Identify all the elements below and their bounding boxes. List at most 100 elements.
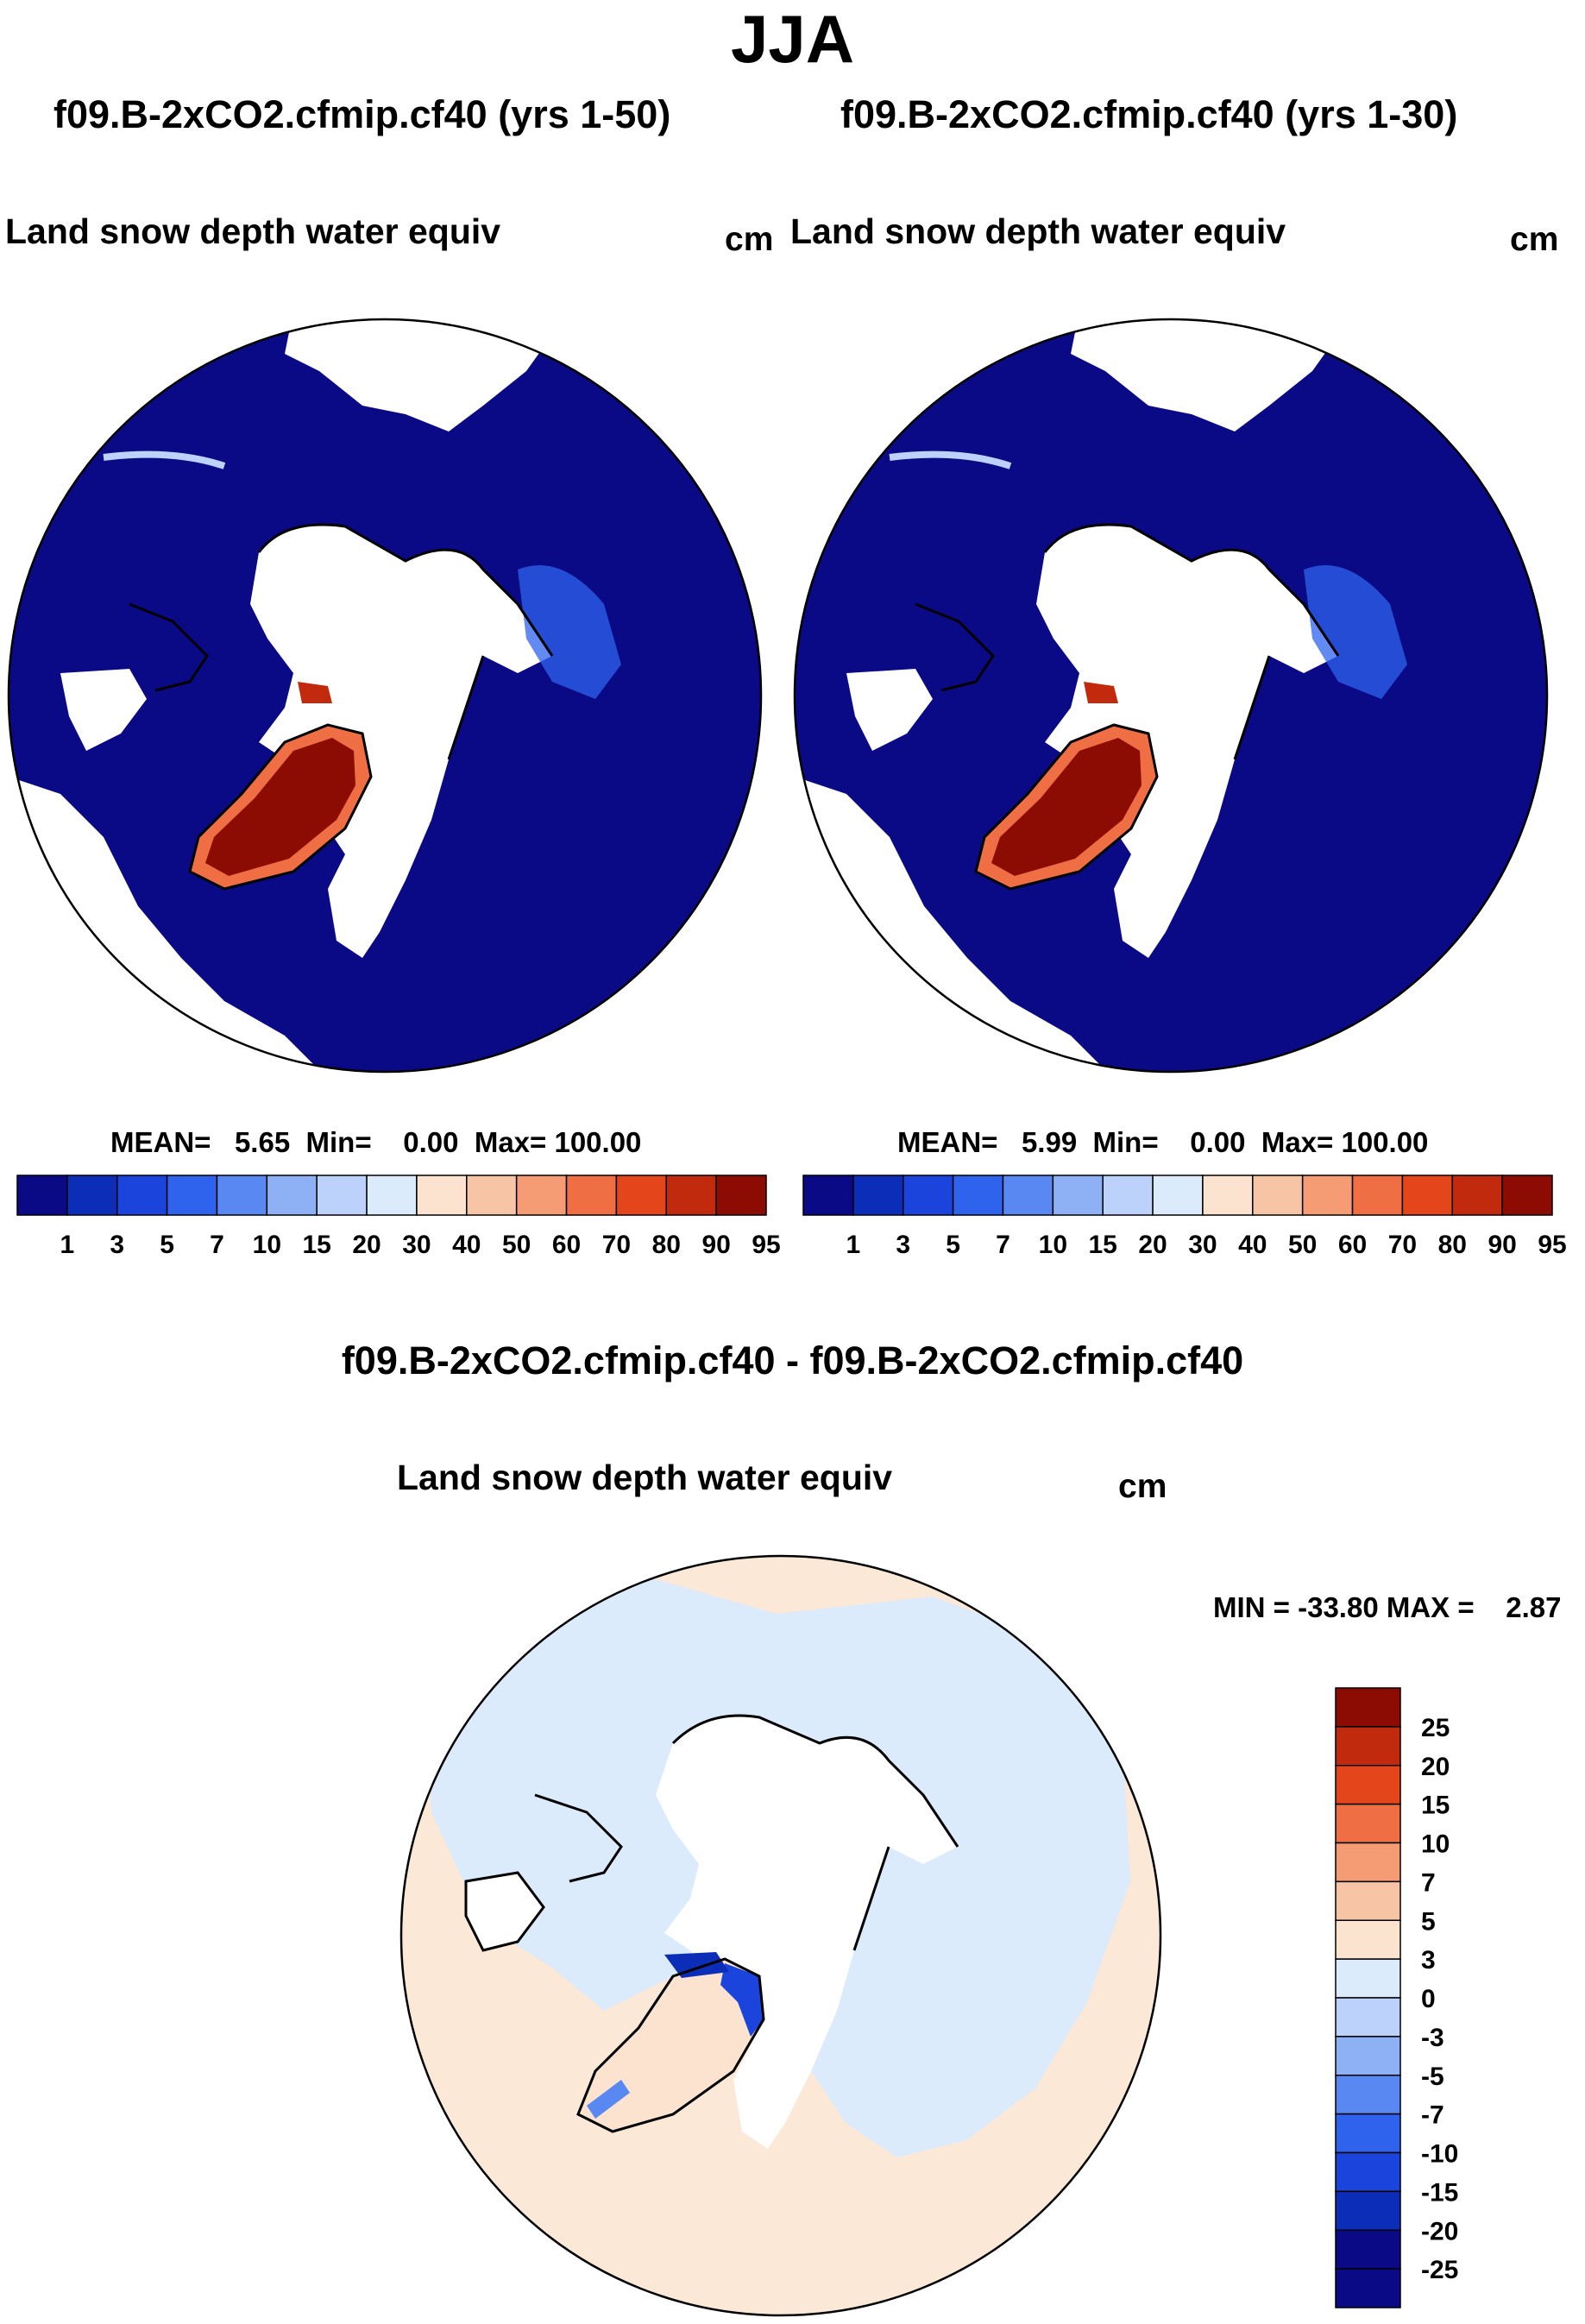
left-map-siberia-light: [518, 565, 621, 699]
difference-colorbar-box-8: [1335, 1997, 1401, 2037]
right-colorbar-box-1: [852, 1175, 904, 1216]
right-map-eurasia-light-streak: [889, 450, 1012, 469]
right-colorbar-tick-label: 80: [1438, 1231, 1467, 1259]
right-colorbar-tick-label: 20: [1138, 1231, 1167, 1259]
left-colorbar-box-1: [66, 1175, 118, 1216]
difference-colorbar-box-13: [1335, 2190, 1401, 2231]
right-colorbar: 1 3 5 7 10 15 20 30 40 50 60 70 80 90 95: [802, 1175, 1567, 1259]
right-colorbar-box-12: [1401, 1175, 1454, 1216]
difference-map-greenland-loss-south: [587, 2080, 630, 2119]
right-colorbar-tick-label: 95: [1538, 1231, 1566, 1259]
left-colorbar-box-2: [116, 1175, 168, 1216]
difference-panel-variable-label: Land snow depth water equiv: [397, 1458, 893, 1497]
right-colorbar-box-14: [1501, 1175, 1553, 1216]
difference-colorbar-tick-label: -5: [1421, 2063, 1444, 2091]
difference-colorbar: 25 20 15 10 7 5 3 0 -3 -5 -7 -10 -15 -20 -25: [1335, 1687, 1458, 2308]
right-panel-stats: MEAN= 5.99 Min= 0.00 Max= 100.00: [897, 1126, 1429, 1158]
difference-colorbar-tick-label: -3: [1421, 2024, 1444, 2052]
left-panel-run-title: f09.B-2xCO2.cfmip.cf40 (yrs 1-50): [53, 92, 671, 136]
right-colorbar-box-7: [1152, 1175, 1204, 1216]
left-colorbar-tick-label: 10: [253, 1231, 281, 1259]
left-colorbar-box-4: [216, 1175, 268, 1216]
difference-panel-unit-label: cm: [1118, 1468, 1167, 1505]
right-map-ellesmere-ice: [1084, 682, 1118, 703]
difference-colorbar-box-9: [1335, 2036, 1401, 2076]
right-colorbar-tick-label: 60: [1338, 1231, 1367, 1259]
left-map-border: [7, 318, 763, 1074]
left-colorbar-tick-label: 7: [210, 1231, 224, 1259]
left-colorbar: 1 3 5 7 10 15 20 30 40 50 60 70 80 90 95: [16, 1175, 781, 1259]
left-map-coastlines: [129, 523, 554, 891]
right-colorbar-tick-label: 5: [946, 1231, 960, 1259]
difference-colorbar-tick-label: 0: [1421, 1985, 1436, 2013]
difference-colorbar-tick-label: 5: [1421, 1907, 1436, 1936]
left-colorbar-box-6: [316, 1175, 368, 1216]
right-colorbar-box-3: [952, 1175, 1004, 1216]
right-colorbar-box-6: [1102, 1175, 1154, 1216]
right-colorbar-tick-label: 90: [1488, 1231, 1516, 1259]
difference-map-border: [399, 1554, 1162, 2317]
left-colorbar-box-7: [366, 1175, 418, 1216]
difference-panel-title: f09.B-2xCO2.cfmip.cf40 - f09.B-2xCO2.cfm…: [341, 1338, 1244, 1382]
difference-colorbar-box-14: [1335, 2229, 1401, 2270]
difference-colorbar-box-7: [1335, 1958, 1401, 1999]
left-map-eurasia-light-streak: [103, 450, 226, 469]
difference-map-arctic-ocean: [656, 1716, 958, 2149]
left-colorbar-box-5: [266, 1175, 318, 1216]
difference-colorbar-box-6: [1335, 1919, 1401, 1960]
right-colorbar-box-10: [1301, 1175, 1354, 1216]
difference-colorbar-tick-label: 3: [1421, 1946, 1436, 1974]
right-colorbar-box-2: [902, 1175, 954, 1216]
difference-colorbar-tick-label: 7: [1421, 1868, 1436, 1897]
left-colorbar-tick-label: 40: [452, 1231, 481, 1259]
right-colorbar-box-11: [1351, 1175, 1404, 1216]
right-colorbar-tick-label: 3: [896, 1231, 910, 1259]
difference-colorbar-tick-label: -15: [1421, 2178, 1458, 2207]
right-colorbar-tick-label: 50: [1288, 1231, 1317, 1259]
difference-panel-minmax: MIN = -33.80 MAX = 2.87: [1213, 1591, 1562, 1623]
left-colorbar-box-14: [715, 1175, 767, 1216]
left-colorbar-tick-label: 3: [110, 1231, 124, 1259]
right-colorbar-tick-label: 7: [996, 1231, 1010, 1259]
right-colorbar-tick-label: 40: [1238, 1231, 1267, 1259]
right-map: [795, 319, 1547, 1072]
difference-map-coastlines: [464, 1714, 959, 2133]
right-colorbar-box-5: [1052, 1175, 1104, 1216]
left-colorbar-box-3: [166, 1175, 218, 1216]
left-map-ellesmere-ice: [298, 682, 332, 703]
left-panel-unit-label: cm: [725, 221, 774, 258]
left-map-arctic-ocean: [250, 525, 552, 958]
difference-colorbar-tick-label: -25: [1421, 2256, 1458, 2284]
left-map-eurasia-no-snow: [285, 319, 569, 431]
right-colorbar-tick-label: 30: [1188, 1231, 1217, 1259]
difference-colorbar-box-1: [1335, 1726, 1401, 1767]
left-colorbar-tick-label: 30: [402, 1231, 431, 1259]
difference-map-northamerica-white: [466, 1873, 544, 1950]
left-colorbar-box-10: [515, 1175, 568, 1216]
right-colorbar-tick-label: 70: [1388, 1231, 1417, 1259]
right-colorbar-box-8: [1202, 1175, 1254, 1216]
right-map-arctic-ocean: [1036, 525, 1338, 958]
left-colorbar-box-12: [615, 1175, 668, 1216]
left-colorbar-tick-label: 50: [502, 1231, 531, 1259]
right-map-greenland-core: [991, 738, 1142, 876]
left-panel-variable-label: Land snow depth water equiv: [5, 211, 501, 251]
left-colorbar-tick-label: 70: [602, 1231, 631, 1259]
left-map-northamerica-no-snow: [60, 669, 147, 751]
difference-colorbar-box-15: [1335, 2268, 1401, 2308]
left-colorbar-box-11: [565, 1175, 618, 1216]
right-map-siberia-light: [1304, 565, 1407, 699]
difference-colorbar-box-0: [1335, 1687, 1401, 1728]
difference-colorbar-tick-label: -20: [1421, 2217, 1458, 2245]
right-colorbar-box-9: [1252, 1175, 1304, 1216]
right-panel-run-title: f09.B-2xCO2.cfmip.cf40 (yrs 1-30): [840, 92, 1458, 136]
right-colorbar-tick-label: 10: [1039, 1231, 1067, 1259]
difference-colorbar-box-11: [1335, 2113, 1401, 2154]
left-panel-stats: MEAN= 5.65 Min= 0.00 Max= 100.00: [110, 1126, 642, 1158]
difference-colorbar-tick-label: -10: [1421, 2140, 1458, 2169]
difference-colorbar-box-2: [1335, 1765, 1401, 1805]
difference-colorbar-tick-label: -7: [1421, 2101, 1444, 2130]
left-colorbar-tick-label: 15: [303, 1231, 331, 1259]
left-colorbar-box-9: [466, 1175, 518, 1216]
